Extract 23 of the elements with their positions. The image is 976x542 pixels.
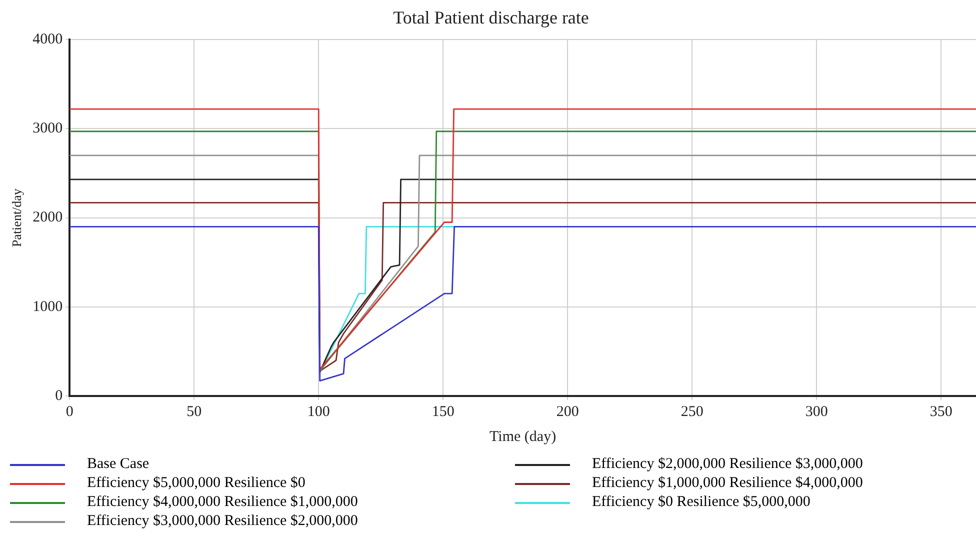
y-tick-label: 2000	[32, 210, 63, 226]
legend-label: Efficiency $1,000,000 Resilience $4,000,000	[592, 475, 863, 492]
y-tick-label: 4000	[32, 32, 63, 48]
chart-title: Total Patient discharge rate	[393, 8, 589, 28]
y-tick-label: 0	[55, 388, 63, 404]
x-tick-label: 300	[805, 404, 828, 420]
x-tick-label: 350	[930, 404, 952, 420]
legend-label: Efficiency $4,000,000 Resilience $1,000,000	[87, 494, 358, 511]
y-tick-label: 3000	[32, 120, 63, 137]
y-axis-title: Patient/day	[9, 188, 24, 248]
legend-label: Efficiency $0 Resilience $5,000,000	[592, 494, 810, 511]
legend-label: Base Case	[87, 456, 150, 473]
legend-label: Efficiency $2,000,000 Resilience $3,000,000	[592, 456, 863, 473]
x-axis-title: Time (day)	[490, 428, 556, 445]
x-tick-label: 150	[432, 404, 454, 420]
legend-label: Efficiency $5,000,000 Resilience $0	[87, 475, 306, 492]
x-tick-label: 250	[680, 404, 704, 420]
legend-label: Efficiency $3,000,000 Resilience $2,000,000	[87, 513, 358, 530]
x-tick-label: 100	[307, 404, 330, 420]
x-tick-label: 200	[556, 404, 579, 420]
x-tick-label: 0	[66, 404, 74, 420]
x-tick-label: 50	[186, 404, 202, 420]
y-tick-label: 1000	[32, 298, 63, 315]
